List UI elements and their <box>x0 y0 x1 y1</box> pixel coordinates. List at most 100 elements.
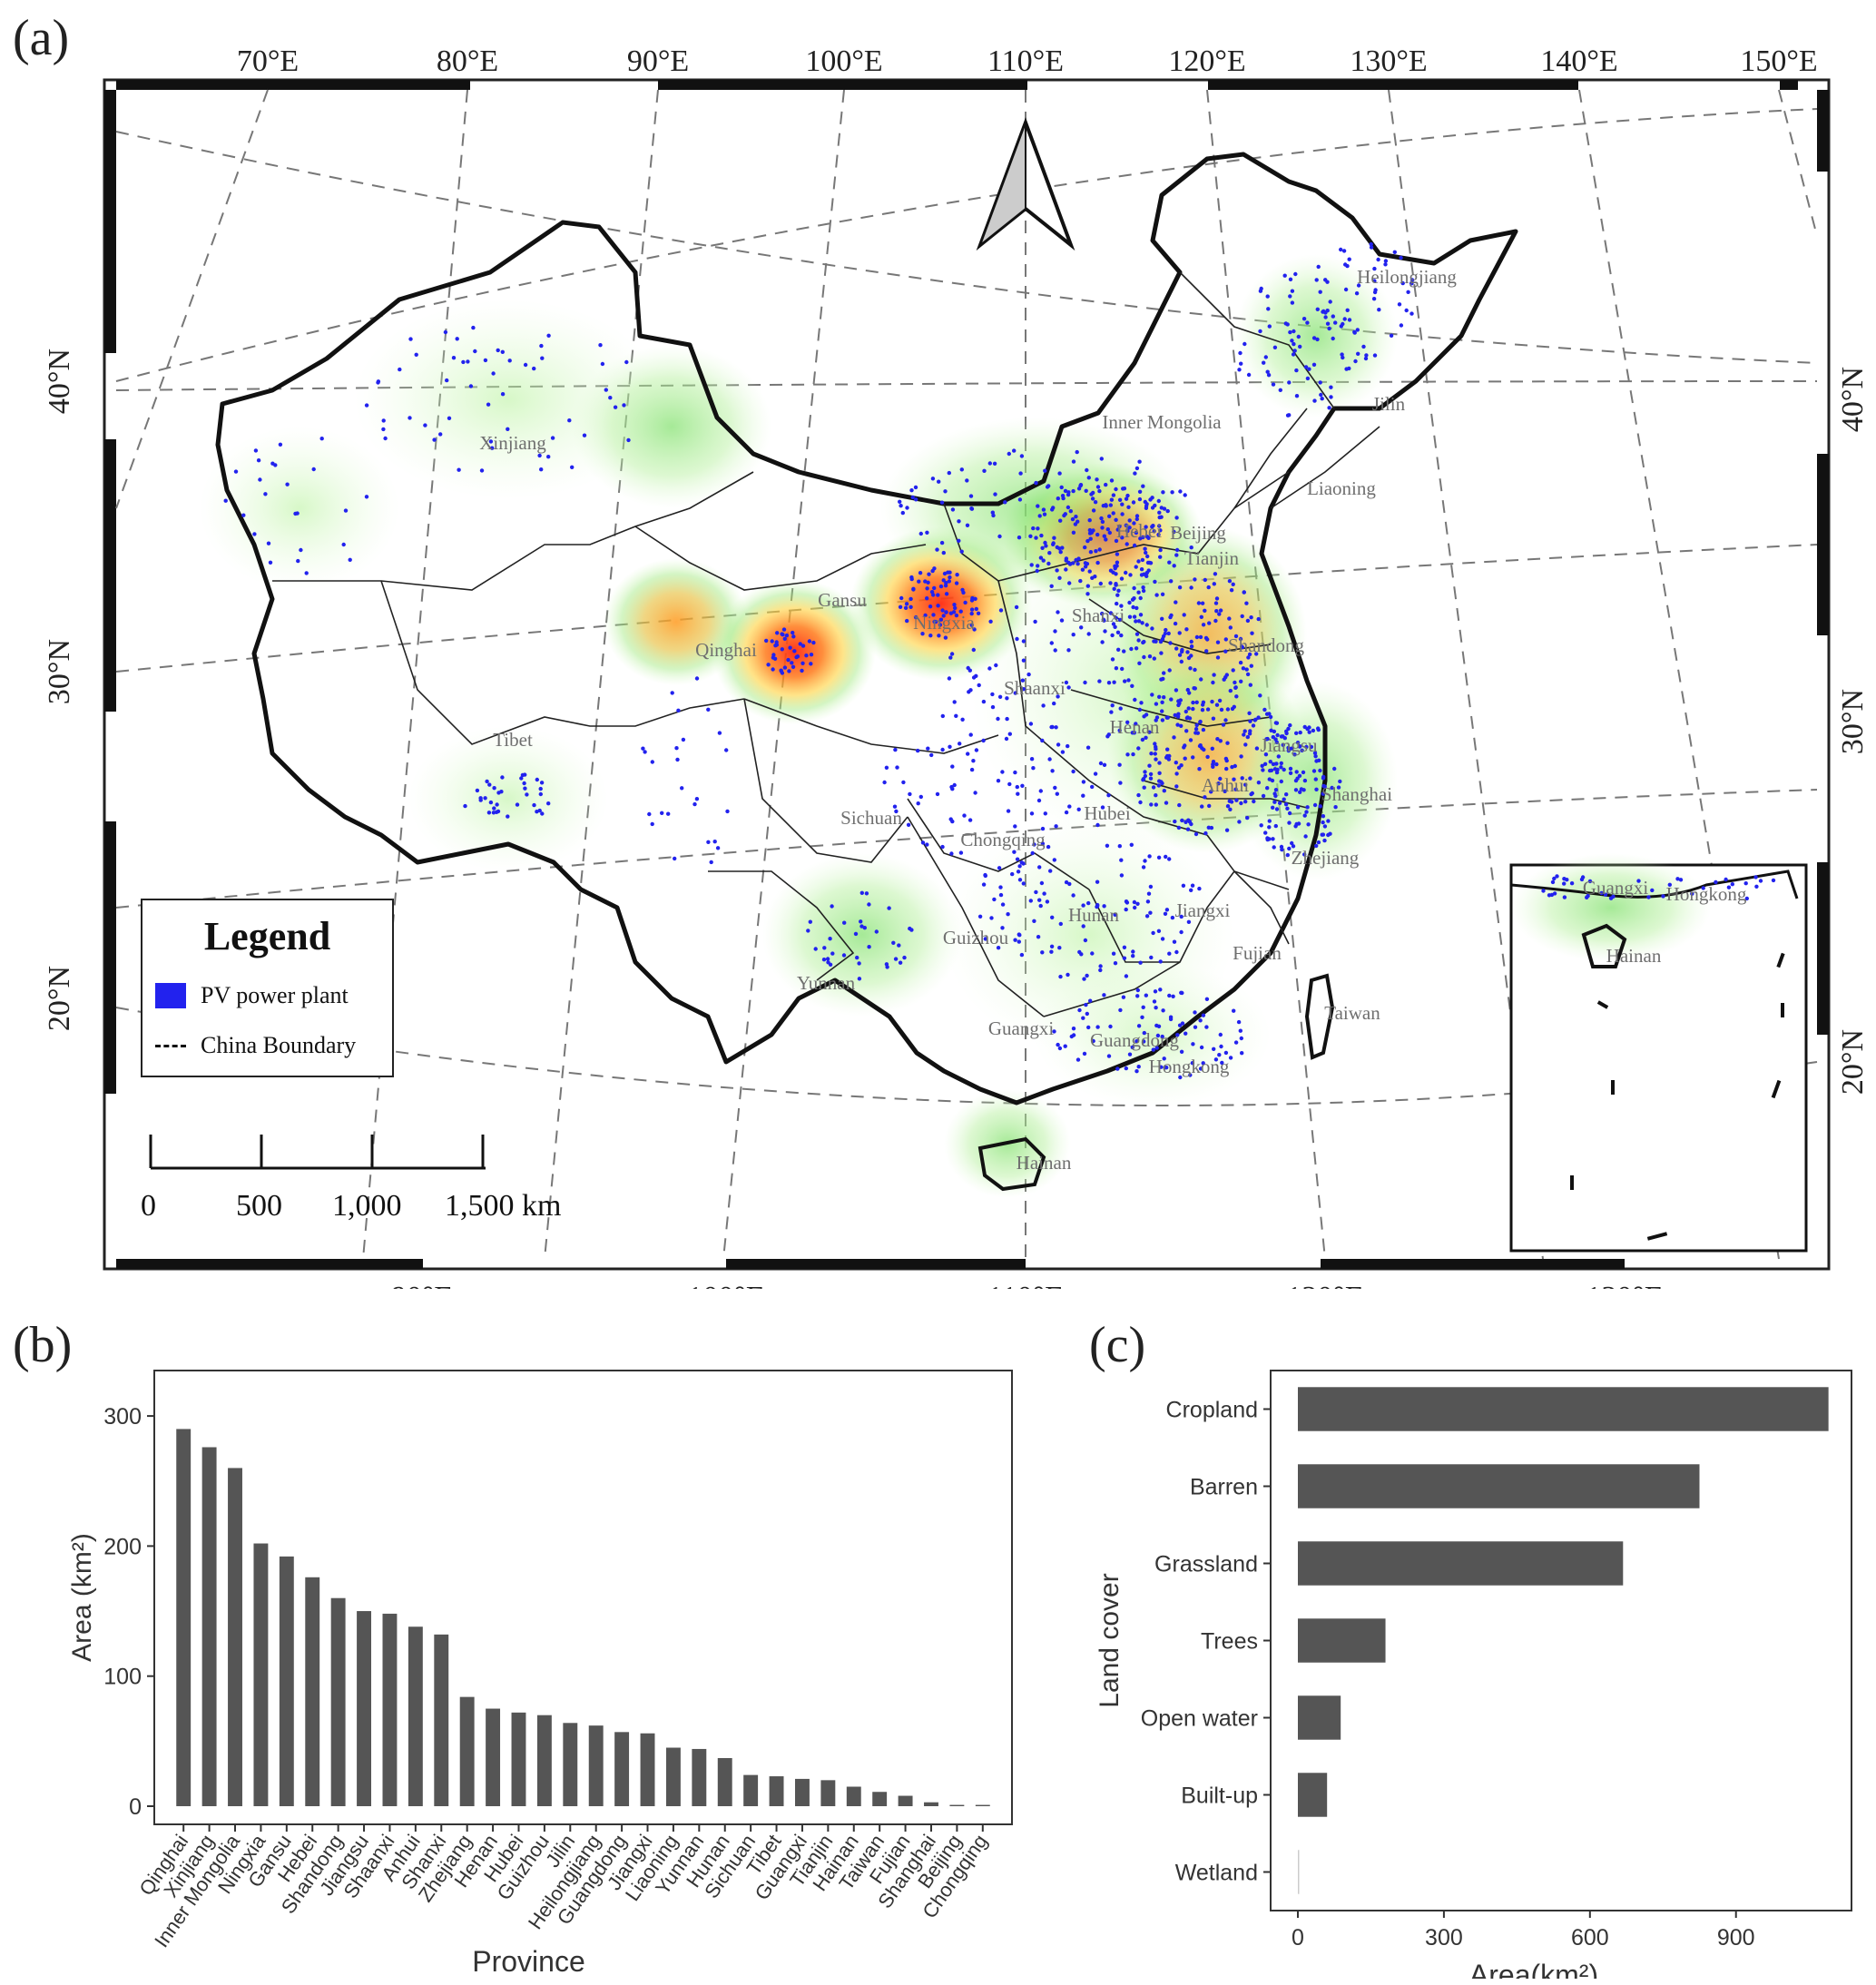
pv-plant-point <box>709 860 713 865</box>
pv-plant-point <box>1160 592 1165 596</box>
pv-plant-point <box>1138 613 1144 617</box>
pv-plant-point <box>414 352 418 357</box>
pv-plant-point <box>675 757 680 762</box>
top-lon-label: 140°E <box>1540 44 1617 78</box>
pv-plant-point <box>1029 811 1035 816</box>
top-lon-label: 130°E <box>1350 44 1427 78</box>
pv-plant-point <box>1094 549 1098 554</box>
y-tick-label: Open water <box>1141 1706 1258 1732</box>
pv-plant-point <box>1154 593 1159 597</box>
pv-plant-point <box>1286 745 1291 751</box>
pv-plant-point <box>1371 297 1377 301</box>
pv-plant-point <box>1212 582 1217 586</box>
pv-plant-point <box>772 656 778 661</box>
pv-plant-point <box>1115 593 1120 597</box>
pv-plant-point <box>1006 809 1011 813</box>
pv-plant-point <box>523 786 527 791</box>
pv-plant-point <box>898 960 903 965</box>
pv-plant-point <box>1252 799 1256 804</box>
pv-plant-point <box>1295 776 1300 781</box>
pv-plant-point <box>1233 634 1239 639</box>
pv-plant-point <box>1321 791 1326 796</box>
pv-plant-point <box>1017 864 1022 869</box>
pv-plant-point <box>1019 952 1025 958</box>
pv-plant-point <box>1341 321 1345 327</box>
pv-plant-point <box>495 802 499 807</box>
pv-plant-point <box>1284 729 1289 733</box>
pv-plant-point <box>1114 615 1119 621</box>
pv-plant-point <box>954 581 959 585</box>
province-label: Hainan <box>1017 1152 1072 1174</box>
pv-plant-point <box>1066 492 1071 497</box>
left-lat-label: 30°N <box>43 639 76 704</box>
pv-plant-point <box>1218 739 1223 743</box>
pv-plant-point <box>774 640 779 644</box>
pv-plant-point <box>1243 782 1248 787</box>
pv-plant-point <box>1244 667 1249 672</box>
pv-plant-point <box>1050 724 1055 730</box>
pv-plant-point <box>1136 746 1141 751</box>
bar <box>640 1733 655 1806</box>
pv-plant-point <box>1585 895 1589 899</box>
pv-plant-point <box>1211 680 1215 685</box>
pv-plant-point <box>895 765 899 770</box>
legend-pv-label: PV power plant <box>201 982 349 1008</box>
bar <box>820 1780 836 1806</box>
pv-plant-point <box>1106 793 1111 798</box>
pv-plant-point <box>1057 575 1062 580</box>
pv-plant-point <box>1230 764 1234 770</box>
pv-plant-point <box>1064 567 1068 572</box>
pv-plant-point <box>1051 506 1056 510</box>
pv-plant-point <box>650 760 654 764</box>
pv-plant-point <box>902 955 907 960</box>
pv-plant-point <box>1296 334 1301 339</box>
pv-plant-point <box>1164 801 1169 805</box>
pv-plant-point <box>1259 286 1263 291</box>
pv-plant-point <box>1144 993 1149 997</box>
pv-plant-point <box>1191 755 1195 760</box>
pv-plant-point <box>1678 878 1684 882</box>
pv-plant-point <box>1117 762 1122 767</box>
pv-plant-point <box>488 439 494 444</box>
pv-plant-point <box>1239 754 1243 759</box>
pv-plant-point <box>1211 760 1216 764</box>
pv-plant-point <box>788 645 792 650</box>
pv-plant-point <box>1372 279 1377 283</box>
pv-plant-point <box>1338 779 1342 784</box>
pv-plant-point <box>1223 789 1227 793</box>
pv-plant-point <box>1311 728 1316 733</box>
plot-frame <box>153 1370 1013 1825</box>
pv-plant-point <box>1120 512 1125 516</box>
pv-plant-point <box>1294 770 1299 774</box>
pv-plant-point <box>784 633 790 638</box>
pv-plant-point <box>1036 526 1040 531</box>
pv-plant-point <box>830 951 835 956</box>
pv-plant-point <box>1228 1056 1233 1060</box>
pv-plant-point <box>1124 1066 1129 1071</box>
pv-plant-point <box>1271 762 1276 767</box>
bar <box>228 1468 242 1806</box>
pv-plant-point <box>1085 1011 1090 1017</box>
inset-province-label: Guangxi <box>1583 877 1648 899</box>
pv-plant-point <box>443 329 448 335</box>
pv-plant-point <box>996 946 1001 950</box>
pv-plant-point <box>1251 723 1256 728</box>
pv-plant-point <box>1124 974 1129 978</box>
pv-plant-point <box>1279 765 1283 770</box>
pv-plant-point <box>943 635 948 640</box>
pv-plant-point <box>1248 683 1253 687</box>
pv-plant-point <box>1286 748 1292 753</box>
pv-plant-point <box>447 416 452 420</box>
pv-plant-point <box>1026 672 1031 677</box>
panel-b-letter: (b) <box>13 1317 73 1373</box>
pv-plant-point <box>918 794 923 800</box>
pv-plant-point <box>1154 1006 1158 1010</box>
pv-plant-point <box>1122 956 1127 960</box>
pv-plant-point <box>1085 467 1089 473</box>
pv-plant-point <box>943 489 948 494</box>
province-label: Tianjin <box>1184 547 1239 569</box>
pv-plant-point <box>1133 905 1137 910</box>
pv-plant-point <box>546 801 551 806</box>
pv-plant-point <box>1041 507 1046 512</box>
pv-plant-point <box>1086 1025 1091 1030</box>
